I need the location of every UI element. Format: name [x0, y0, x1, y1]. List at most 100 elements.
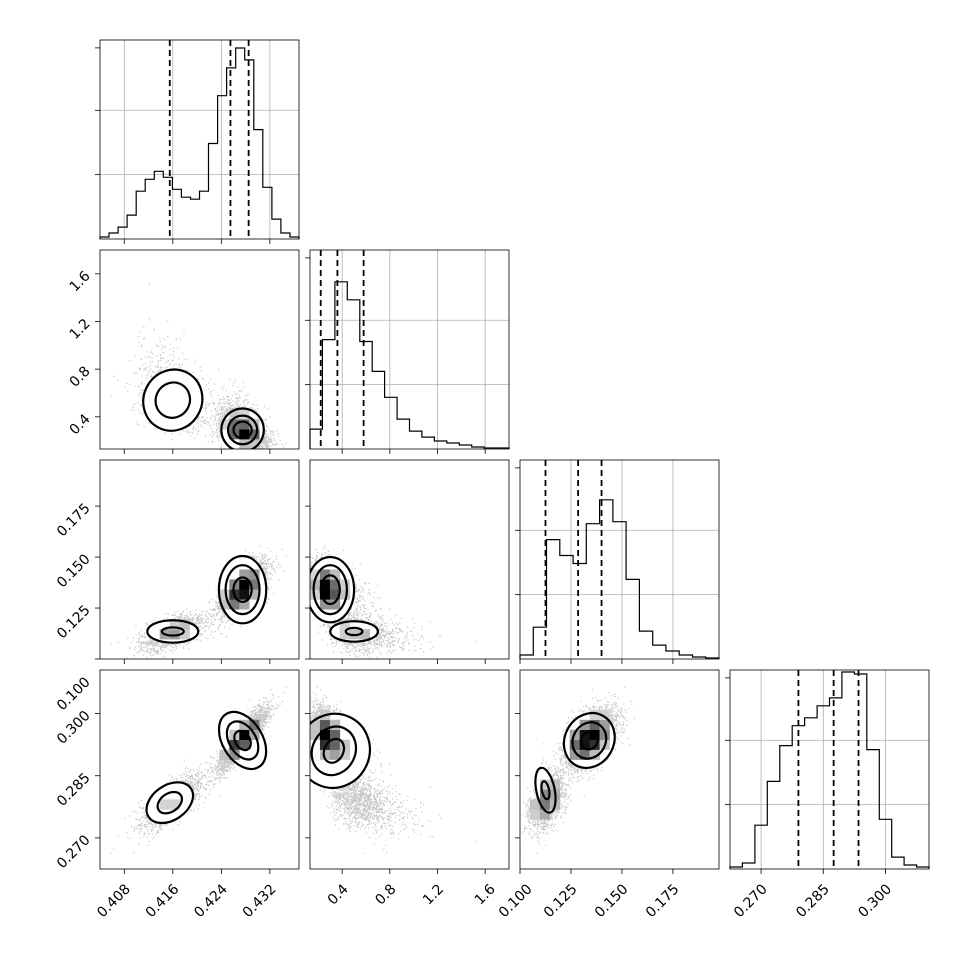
- density-cell: [589, 719, 600, 730]
- density-cell: [589, 739, 600, 750]
- hist-panel-3: 0.270 0.285 0.300: [725, 669, 930, 921]
- x-tick-label: 0.300: [855, 881, 895, 921]
- panel-2-1: [305, 459, 510, 664]
- density-cell: [549, 779, 561, 790]
- x-tick-label: 0.432: [240, 881, 280, 921]
- density-cell: [249, 719, 260, 730]
- panel-3-1: 0.4 0.8 1.2 1.6: [305, 669, 510, 908]
- x-tick-label: 1.6: [472, 881, 499, 908]
- density-cell: [239, 739, 250, 750]
- density-cell: [249, 579, 260, 590]
- panel-3-2: 0.100 0.125 0.150 0.175: [496, 669, 720, 921]
- density-cell: [569, 749, 580, 760]
- contour-line: [562, 711, 616, 769]
- density-cell: [319, 749, 331, 760]
- density-cell: [310, 569, 321, 580]
- contour-line: [232, 576, 253, 604]
- x-tick-label: 0.408: [94, 881, 134, 921]
- density-cell: [539, 779, 551, 790]
- y-tick-label: 0.150: [54, 551, 94, 591]
- density-cell: [329, 749, 341, 760]
- x-tick-label: 0.424: [191, 881, 231, 921]
- contour-line: [579, 730, 599, 751]
- density-cell: [329, 599, 341, 610]
- density-cell: [239, 429, 250, 440]
- density-cell: [239, 599, 250, 610]
- density-cell: [329, 739, 341, 750]
- density-cell: [229, 599, 240, 610]
- density-cell: [310, 729, 321, 740]
- y-tick-label: 0.300: [54, 708, 94, 748]
- contour-line: [310, 725, 358, 777]
- y-tick-label: 0.270: [54, 832, 94, 872]
- density-cell: [579, 739, 590, 750]
- contour-line: [540, 780, 551, 801]
- contour-line: [534, 766, 557, 814]
- density-cell: [329, 579, 341, 590]
- contour-line: [344, 626, 364, 637]
- density-cell: [219, 749, 230, 760]
- y-tick-label: 0.4: [67, 411, 94, 438]
- density-cell: [599, 729, 610, 740]
- density-cell: [179, 629, 190, 640]
- contour-line: [329, 620, 380, 643]
- density-cell: [329, 729, 341, 740]
- y-tick-label: 0.100: [54, 674, 94, 714]
- contour-line: [217, 710, 268, 771]
- density-cell: [539, 799, 551, 810]
- density-cell: [319, 589, 331, 600]
- density-cell: [239, 569, 250, 580]
- panel-1-0: 0.4 0.8 1.2 1.6: [67, 249, 300, 454]
- contour-line: [312, 564, 349, 616]
- density-cell: [329, 719, 341, 730]
- density-cell: [179, 619, 190, 630]
- density-cell: [319, 719, 331, 730]
- y-tick-label: 0.285: [54, 770, 94, 810]
- histogram-line: [309, 281, 510, 449]
- density-cell: [599, 709, 610, 721]
- density-cell: [579, 749, 590, 760]
- contour-line: [571, 721, 608, 760]
- density-cell: [310, 589, 321, 600]
- density-cell: [249, 569, 260, 580]
- density-cell: [329, 589, 341, 600]
- y-tick-label: 1.6: [67, 268, 94, 295]
- density-cell: [239, 729, 250, 740]
- density-cell: [319, 729, 331, 740]
- density-cell: [169, 619, 180, 630]
- density-cell: [229, 409, 240, 420]
- contour-line: [145, 781, 195, 825]
- contour-fill: [143, 369, 203, 431]
- density-cell: [359, 629, 370, 640]
- density-cell: [239, 419, 250, 430]
- density-cell: [239, 579, 250, 590]
- contour-line: [232, 420, 253, 440]
- density-cell: [339, 589, 351, 600]
- y-tick-label: 0.175: [54, 500, 94, 540]
- panel-2-0: 0.100 0.125 0.150 0.175: [54, 459, 300, 714]
- density-cell: [239, 589, 250, 600]
- density-cell: [310, 719, 321, 730]
- density-cell: [159, 799, 170, 810]
- density-cell: [579, 719, 590, 730]
- density-cell: [589, 709, 600, 721]
- histogram-line: [519, 499, 720, 659]
- contour-line: [154, 381, 192, 419]
- density-cell: [219, 599, 230, 610]
- contour-line: [146, 619, 200, 644]
- y-tick-label: 0.125: [54, 602, 94, 642]
- x-tick-label: 0.175: [643, 881, 683, 921]
- density-cell: [539, 809, 551, 820]
- x-tick-label: 0.270: [731, 881, 771, 921]
- density-cell: [339, 579, 351, 590]
- density-cell: [599, 719, 610, 730]
- contour-line: [142, 368, 204, 432]
- hist-panel-0: [95, 39, 300, 244]
- panel-3-0: 0.270 0.285 0.300 0.408 0.416 0.424 0.432: [54, 669, 300, 921]
- density-cell: [339, 619, 351, 630]
- x-tick-label: 0.100: [496, 881, 536, 921]
- contour-line: [220, 407, 265, 449]
- density-cell: [319, 599, 331, 610]
- contour-line: [225, 720, 260, 761]
